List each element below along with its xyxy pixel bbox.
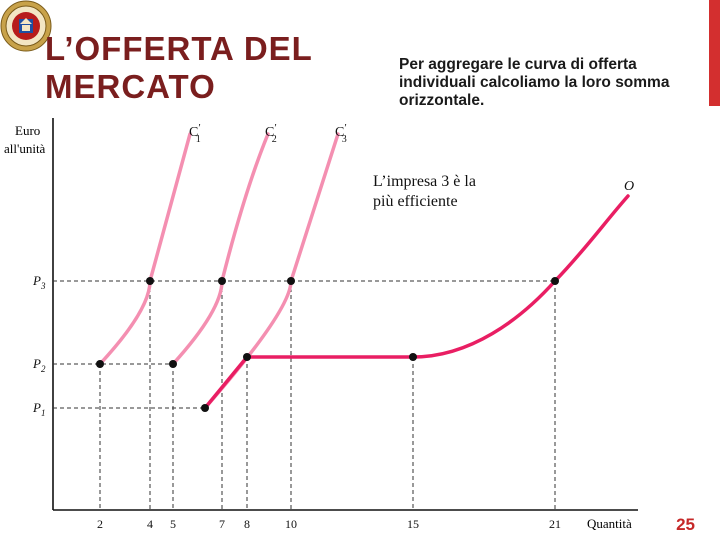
x-tick-15: 15 [407,517,419,531]
accent-bar [709,0,720,106]
x-tick-2: 2 [97,517,103,531]
curve-label-c2: C′ 2 [265,122,277,145]
x-tick-8: 8 [244,517,250,531]
page-number: 25 [676,515,695,534]
university-seal-logo [0,0,52,52]
point-c3-p3 [287,277,295,285]
x-tick-4: 4 [147,517,153,531]
annotation-line1: L’impresa 3 è la [373,173,476,190]
point-c1-p3 [146,277,154,285]
point-market-p3 [551,277,559,285]
supply-curve-c2 [171,132,270,366]
point-market-kink-15 [409,353,417,361]
point-p1 [201,404,209,412]
curve-label-c1: C′ 1 [189,122,201,145]
slide-title: L’OFFERTA DEL MERCATO [45,30,313,106]
x-tick-10: 10 [285,517,297,531]
supply-curve-c1 [98,132,192,366]
x-tick-21: 21 [549,517,561,531]
point-c2-p3 [218,277,226,285]
y-tick-p2: P2 [32,356,46,374]
x-tick-7: 7 [219,517,225,531]
slide-title-line1: L’OFFERTA DEL [45,30,313,67]
x-tick-5: 5 [170,517,176,531]
y-axis-label-line1: Euro [15,123,40,138]
supply-aggregation-diagram: Euro all'unità Quantità C′ 1 C [4,118,638,531]
point-market-kink-8 [243,353,251,361]
point-c2-p2 [169,360,177,368]
curve-label-c3: C′ 3 [335,122,347,145]
y-tick-p3: P3 [32,273,46,291]
y-axis-label-line2: all'unità [4,141,46,156]
slide-description: Per aggregare le curva di offerta indivi… [399,56,670,109]
curve-label-market: O [624,179,634,194]
market-supply-curve [203,194,630,410]
annotation-line2: più efficiente [373,193,458,210]
slide-title-line2: MERCATO [45,68,216,105]
y-tick-p1: P1 [32,400,45,418]
point-c1-p2 [96,360,104,368]
x-axis-label: Quantità [587,516,632,531]
